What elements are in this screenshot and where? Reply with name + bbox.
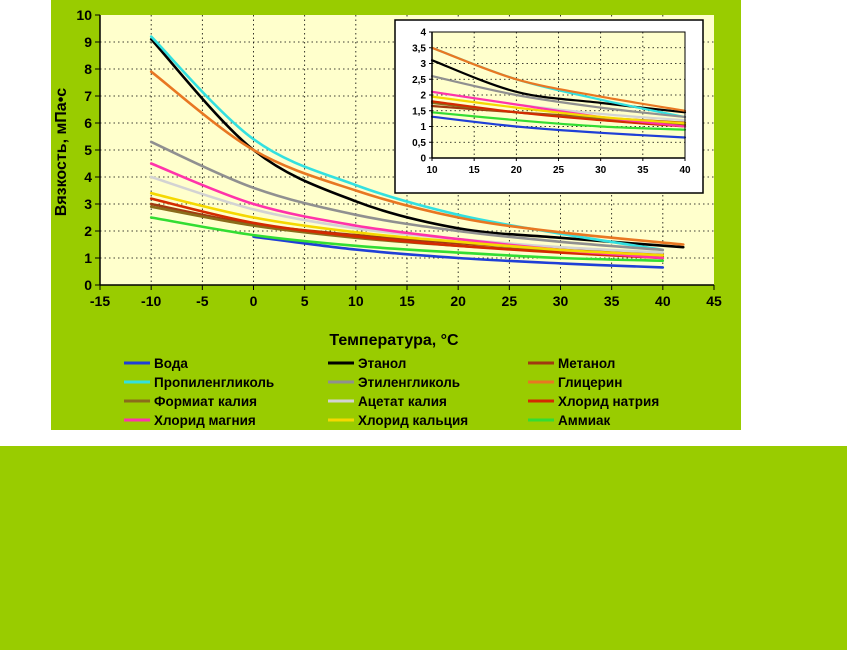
legend-label: Аммиак <box>558 413 611 428</box>
main-y-tick-label: 0 <box>84 277 92 293</box>
inset-series-line <box>430 90 687 128</box>
main-series-line <box>149 191 665 257</box>
inset-series-line <box>430 95 687 125</box>
main-y-tick-label: 10 <box>76 7 92 23</box>
x-axis-label: Температура, °С <box>329 332 459 349</box>
inset-y-tick-label: 3 <box>420 59 426 70</box>
main-x-tick-label: 45 <box>706 293 722 309</box>
main-y-tick-label: 1 <box>84 250 92 266</box>
inset-y-tick-label: 0,5 <box>412 138 426 149</box>
inset-x-tick-label: 35 <box>637 165 649 176</box>
inset-plot-frame <box>431 31 686 159</box>
main-y-tick-label: 4 <box>84 169 92 185</box>
inset-x-tick-label: 10 <box>426 165 438 176</box>
legend-label: Хлорид кальция <box>358 413 468 428</box>
main-y-tick-label: 8 <box>84 61 92 77</box>
main-series-line <box>149 140 665 252</box>
main-y-tick-label: 3 <box>84 196 92 212</box>
chart-panel: 0 1 2 3 4 5 6 7 8 9 10 -15 -10 -5 0 5 10 15 20 25 30 35 40 45 0… <box>51 0 741 430</box>
main-y-tick-label: 9 <box>84 34 92 50</box>
inset-y-tick-label: 3,5 <box>412 43 426 54</box>
main-x-tick-label: 30 <box>553 293 569 309</box>
legend-label: Хлорид натрия <box>558 394 659 409</box>
legend-label: Глицерин <box>558 375 622 390</box>
inset-x-tick-label: 20 <box>511 165 523 176</box>
main-x-tick-label: -10 <box>141 293 161 309</box>
main-y-tick-label: 2 <box>84 223 92 239</box>
main-x-tick-label: 20 <box>450 293 466 309</box>
inset-y-tick-label: 2,5 <box>412 75 426 86</box>
legend-label: Пропиленгликоль <box>154 375 274 390</box>
main-series-line <box>149 35 665 252</box>
main-y-tick-label: 5 <box>84 142 92 158</box>
legend-label: Метанол <box>558 356 615 371</box>
inset-x-tick-label: 25 <box>553 165 565 176</box>
inset-y-tick-label: 4 <box>420 28 426 39</box>
legend-label: Хлорид магния <box>154 413 256 428</box>
green-band <box>0 446 847 650</box>
main-x-tick-label: 0 <box>250 293 258 309</box>
main-series-line <box>149 216 665 262</box>
main-series-line <box>149 38 685 249</box>
main-x-tick-label: 10 <box>348 293 364 309</box>
inset-x-tick-label: 30 <box>595 165 607 176</box>
legend-label: Формиат калия <box>154 394 257 409</box>
inset-series-line <box>430 115 687 139</box>
inset-series-line <box>430 75 687 119</box>
main-y-tick-label: 7 <box>84 88 92 104</box>
inset-y-tick-label: 1 <box>420 122 426 133</box>
main-series-line <box>149 70 685 246</box>
main-series-line <box>252 235 665 269</box>
main-series-line <box>149 175 665 254</box>
inset-plot: 0 0,5 1 1,5 2 2,5 3 3,5 4 10 15 20 25 30 35 40 <box>394 19 704 194</box>
inset-x-tick-label: 40 <box>679 165 691 176</box>
legend-label: Ацетат калия <box>358 394 447 409</box>
main-x-tick-label: 40 <box>655 293 671 309</box>
y-axis-label: Вязкость, мПа•с <box>53 88 70 217</box>
inset-x-tick-label: 15 <box>469 165 481 176</box>
main-x-tick-label: 35 <box>604 293 620 309</box>
legend: Вода Этанол Метанол Пропиленгликоль Этиленгл… <box>124 356 659 428</box>
legend-label: Вода <box>154 356 188 371</box>
main-x-tick-label: 5 <box>301 293 309 309</box>
legend-label: Этанол <box>358 356 406 371</box>
main-x-tick-label: 15 <box>399 293 415 309</box>
inset-y-tick-label: 2 <box>420 91 426 102</box>
inset-series-line <box>430 111 687 131</box>
inset-series-line <box>430 59 687 114</box>
main-y-tick-label: 6 <box>84 115 92 131</box>
main-series-line <box>149 197 665 260</box>
legend-label: Этиленгликоль <box>358 375 460 390</box>
inset-series-line <box>430 100 687 128</box>
inset-series-line <box>430 46 687 112</box>
inset-y-tick-label: 1,5 <box>412 106 426 117</box>
main-x-tick-label: -15 <box>90 293 110 309</box>
main-x-tick-label: -5 <box>196 293 209 309</box>
main-x-tick-label: 25 <box>502 293 518 309</box>
inset-y-tick-label: 0 <box>420 154 426 165</box>
